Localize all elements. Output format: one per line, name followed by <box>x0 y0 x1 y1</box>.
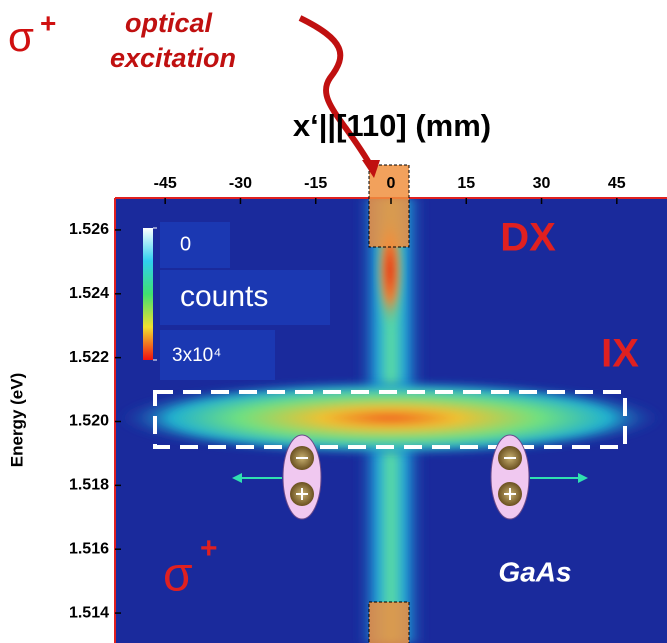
colorbar-tick-label: 3x10⁴ <box>172 345 221 366</box>
y-tick-label: 1.526 <box>69 221 109 238</box>
x-tick-label: 0 <box>387 175 396 192</box>
x-tick-label: -30 <box>229 175 252 192</box>
x-tick-label: 30 <box>533 175 551 192</box>
excitation-line: excitation <box>110 43 236 73</box>
excitation-symbol: σ <box>8 13 34 60</box>
y-tick-label: 1.516 <box>69 540 109 557</box>
y-axis-title: Energy (eV) <box>7 373 26 467</box>
colorbar-tick-label: 0 <box>180 233 191 255</box>
colorbar-label: counts <box>180 280 268 313</box>
detection-symbol: σ <box>163 549 193 602</box>
material-label: GaAs <box>498 556 571 587</box>
x-tick-label: -45 <box>154 175 177 192</box>
x-axis-title: x‘||[110] (mm) <box>293 108 491 143</box>
excitation-line: optical <box>125 8 213 38</box>
y-tick-label: 1.518 <box>69 477 109 494</box>
x-tick-label: 15 <box>457 175 475 192</box>
ix-label: IX <box>601 332 639 376</box>
y-tick-label: 1.520 <box>69 413 109 430</box>
y-tick-label: 1.514 <box>69 604 109 621</box>
detection-sup: + <box>200 532 218 565</box>
y-tick-label: 1.524 <box>69 285 109 302</box>
figure: σ + optical excitation x‘||[110] (mm) En… <box>0 0 667 643</box>
y-tick-label: 1.522 <box>69 349 109 366</box>
x-tick-label: -15 <box>304 175 327 192</box>
excitation-sup: + <box>40 7 56 38</box>
x-tick-label: 45 <box>608 175 626 192</box>
dx-label: DX <box>500 216 556 260</box>
